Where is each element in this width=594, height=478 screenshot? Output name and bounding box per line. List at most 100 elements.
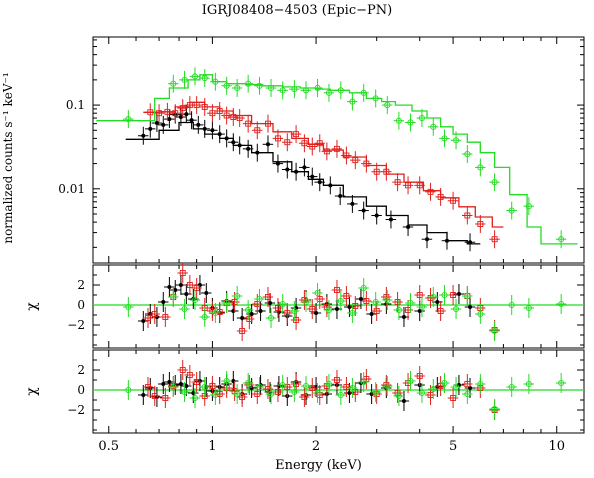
data-point-green xyxy=(372,388,379,396)
data-point-green xyxy=(314,389,321,397)
data-point-red xyxy=(172,110,179,117)
data-point-red xyxy=(162,395,169,401)
data-point-red xyxy=(274,135,281,142)
data-point-black xyxy=(173,288,178,292)
panel-frame-residuals-1 xyxy=(92,264,585,349)
data-point-green xyxy=(223,299,230,307)
data-point-red xyxy=(179,270,186,276)
data-point-green xyxy=(245,306,252,314)
data-point-green xyxy=(223,377,230,385)
data-point-green xyxy=(491,405,498,413)
data-point-green xyxy=(384,382,391,390)
data-point-black xyxy=(141,133,146,138)
data-point-red xyxy=(450,197,457,204)
data-point-green xyxy=(558,236,565,243)
data-point-green xyxy=(191,73,199,80)
y-tick-label: 0.1 xyxy=(66,98,85,112)
data-point-black xyxy=(255,150,260,155)
data-point-green xyxy=(201,313,208,321)
data-point-black xyxy=(161,122,166,127)
data-point-red xyxy=(179,367,186,373)
data-point-green xyxy=(337,87,344,94)
data-point-green xyxy=(430,293,437,301)
data-point-red xyxy=(239,328,246,334)
data-point-green xyxy=(279,87,286,94)
y-tick-label: 0 xyxy=(77,298,85,312)
data-point-black xyxy=(401,399,406,403)
y-axis-label-spectrum: normalized counts s⁻¹ keV⁻¹ xyxy=(1,72,15,243)
panel-frame-residuals-2 xyxy=(92,349,585,434)
data-point-black xyxy=(249,312,254,316)
data-point-black xyxy=(197,283,202,287)
data-point-green xyxy=(325,306,332,314)
data-point-green xyxy=(464,151,471,158)
data-point-green xyxy=(464,292,471,300)
data-point-red xyxy=(427,188,434,195)
data-point-black xyxy=(338,194,343,199)
y-axis-label-residuals-1: χ xyxy=(24,302,40,311)
data-point-green xyxy=(302,382,310,390)
data-point-red xyxy=(416,373,423,379)
data-point-green xyxy=(477,310,484,318)
data-point-red xyxy=(164,108,171,115)
model-line-green xyxy=(96,74,578,245)
data-point-green xyxy=(508,207,515,214)
data-point-red xyxy=(186,372,193,378)
data-point-red xyxy=(162,314,169,320)
data-point-red xyxy=(309,143,316,150)
data-point-green xyxy=(441,379,448,387)
x-tick-label: 10 xyxy=(548,439,565,454)
x-tick-label: 2 xyxy=(312,439,320,454)
data-point-green xyxy=(407,299,414,307)
data-point-green xyxy=(349,309,356,317)
data-point-green xyxy=(181,388,188,396)
data-point-green xyxy=(525,380,532,388)
data-point-green xyxy=(212,309,219,317)
data-point-green xyxy=(418,389,425,397)
data-point-green xyxy=(464,390,471,398)
data-point-green xyxy=(223,82,230,89)
data-point-red xyxy=(450,395,457,401)
data-point-red xyxy=(394,179,401,186)
data-point-green xyxy=(279,300,286,308)
data-point-red xyxy=(216,108,223,114)
data-point-red xyxy=(230,114,237,120)
data-point-green xyxy=(314,289,321,297)
data-point-red xyxy=(343,152,350,159)
data-point-green xyxy=(234,292,241,300)
data-point-green xyxy=(125,303,132,311)
data-point-green xyxy=(291,86,298,93)
y-tick-label: 2 xyxy=(77,363,85,377)
data-point-red xyxy=(383,168,390,175)
data-point-black xyxy=(310,174,315,179)
data-point-black xyxy=(196,122,201,127)
data-point-black xyxy=(258,309,263,313)
data-point-green xyxy=(256,82,263,89)
model-line-red xyxy=(143,101,504,228)
data-point-green xyxy=(181,76,188,83)
data-point-red xyxy=(156,110,163,117)
data-point-green xyxy=(191,296,199,304)
data-point-black xyxy=(178,382,183,386)
data-point-red xyxy=(147,109,154,116)
data-point-black xyxy=(231,140,236,145)
data-point-black xyxy=(294,169,299,174)
data-point-green xyxy=(430,123,437,130)
data-point-green xyxy=(201,383,208,391)
data-point-green xyxy=(349,98,356,105)
data-point-black xyxy=(217,132,222,137)
data-point-black xyxy=(369,312,374,316)
data-point-green xyxy=(337,297,344,305)
data-point-green xyxy=(558,379,565,387)
data-point-green xyxy=(256,383,263,391)
data-point-red xyxy=(145,384,151,390)
data-point-black xyxy=(249,386,254,390)
data-point-red xyxy=(343,384,350,390)
data-point-green xyxy=(418,303,425,311)
data-point-green xyxy=(452,137,460,144)
data-point-green xyxy=(384,296,391,304)
data-point-black xyxy=(358,297,363,301)
data-point-black xyxy=(444,238,449,243)
data-point-green xyxy=(234,390,241,398)
